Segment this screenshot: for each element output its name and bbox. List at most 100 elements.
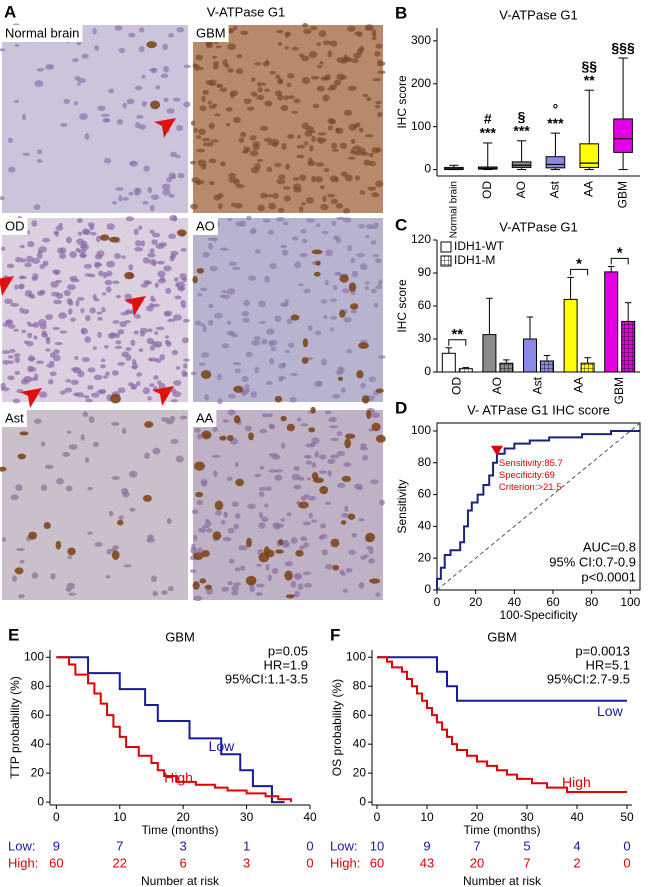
stained-cell: [311, 249, 323, 255]
nucleus: [82, 411, 89, 418]
nucleus: [330, 198, 338, 205]
stained-cell: [356, 370, 364, 379]
nucleus: [98, 270, 104, 277]
nucleus: [94, 541, 103, 547]
nucleus: [22, 152, 31, 156]
nucleus: [112, 201, 118, 205]
nucleus: [73, 101, 78, 106]
nucleus: [330, 437, 339, 442]
risk-count: 60: [370, 855, 384, 870]
nucleus: [117, 361, 126, 366]
nucleus: [105, 270, 113, 277]
nucleus: [111, 475, 120, 480]
nucleus: [350, 148, 355, 153]
nucleus: [354, 483, 363, 490]
significance-mark: ***: [480, 125, 497, 141]
nucleus: [291, 236, 299, 241]
nucleus: [67, 308, 73, 315]
nucleus: [193, 534, 198, 542]
stained-cell: [17, 453, 27, 460]
nucleus: [193, 127, 198, 133]
nucleus: [63, 289, 71, 297]
nucleus: [375, 43, 383, 49]
nucleus: [319, 61, 324, 65]
y-tick-label: 60: [353, 707, 367, 721]
nucleus: [80, 433, 85, 441]
x-tick-label: Normal brain: [449, 181, 460, 238]
nucleus: [368, 376, 377, 383]
nucleus: [138, 348, 144, 353]
stained-cell: [366, 410, 372, 419]
nucleus: [142, 387, 150, 395]
x-tick-label: 20: [469, 595, 483, 609]
nucleus: [142, 257, 151, 264]
nucleus: [332, 285, 338, 291]
x-tick-label: 40: [303, 810, 317, 824]
nucleus: [219, 87, 228, 92]
nucleus: [213, 470, 218, 478]
stained-cell: [308, 427, 316, 433]
nucleus: [162, 189, 171, 196]
nucleus: [329, 298, 338, 303]
nucleus: [102, 375, 108, 379]
nucleus: [111, 370, 119, 376]
nucleus: [371, 192, 380, 198]
nucleus: [310, 26, 318, 31]
nucleus: [276, 29, 284, 34]
nucleus: [207, 141, 214, 147]
stained-cell: [212, 531, 222, 541]
nucleus: [291, 473, 301, 481]
nucleus: [267, 141, 272, 146]
nucleus: [19, 559, 25, 564]
nucleus: [222, 59, 228, 66]
nucleus: [243, 384, 250, 390]
nucleus: [303, 542, 310, 548]
nucleus: [262, 218, 271, 223]
nucleus: [296, 144, 306, 149]
nucleus: [79, 244, 87, 249]
nucleus: [251, 77, 256, 82]
nucleus: [250, 166, 260, 174]
nucleus: [149, 204, 155, 212]
nucleus: [234, 368, 242, 374]
stained-cell: [117, 519, 124, 526]
nucleus: [129, 507, 136, 512]
nucleus: [233, 116, 241, 124]
nucleus: [319, 185, 325, 190]
nucleus: [267, 574, 272, 582]
nucleus: [118, 515, 124, 520]
nucleus: [170, 253, 176, 260]
nucleus: [103, 157, 112, 164]
nucleus: [351, 532, 357, 538]
nucleus: [259, 321, 267, 325]
nucleus: [240, 131, 247, 138]
nucleus: [243, 299, 250, 307]
nucleus: [55, 225, 64, 231]
nucleus: [128, 264, 134, 271]
stained-cell: [149, 100, 161, 110]
arrowhead: [20, 388, 42, 408]
nucleus: [257, 87, 263, 93]
nucleus: [298, 205, 304, 213]
nucleus: [200, 323, 206, 327]
nucleus: [57, 247, 64, 254]
bar: [482, 334, 497, 373]
nucleus: [341, 288, 350, 294]
nucleus: [183, 64, 191, 69]
nucleus: [234, 512, 241, 520]
label-background: [193, 218, 218, 235]
nucleus: [329, 327, 335, 332]
nucleus: [24, 262, 32, 268]
nucleus: [234, 567, 241, 572]
y-tick-label: 0: [37, 794, 44, 808]
nucleus: [164, 339, 170, 345]
nucleus: [373, 302, 379, 308]
x-axis-label: Time (months): [464, 823, 541, 837]
nucleus: [68, 592, 77, 596]
significance-mark: §§: [581, 58, 597, 74]
nucleus: [160, 276, 165, 282]
stained-cell: [110, 393, 121, 404]
nucleus: [375, 147, 382, 153]
stained-cell: [286, 423, 296, 432]
nucleus: [277, 41, 283, 46]
